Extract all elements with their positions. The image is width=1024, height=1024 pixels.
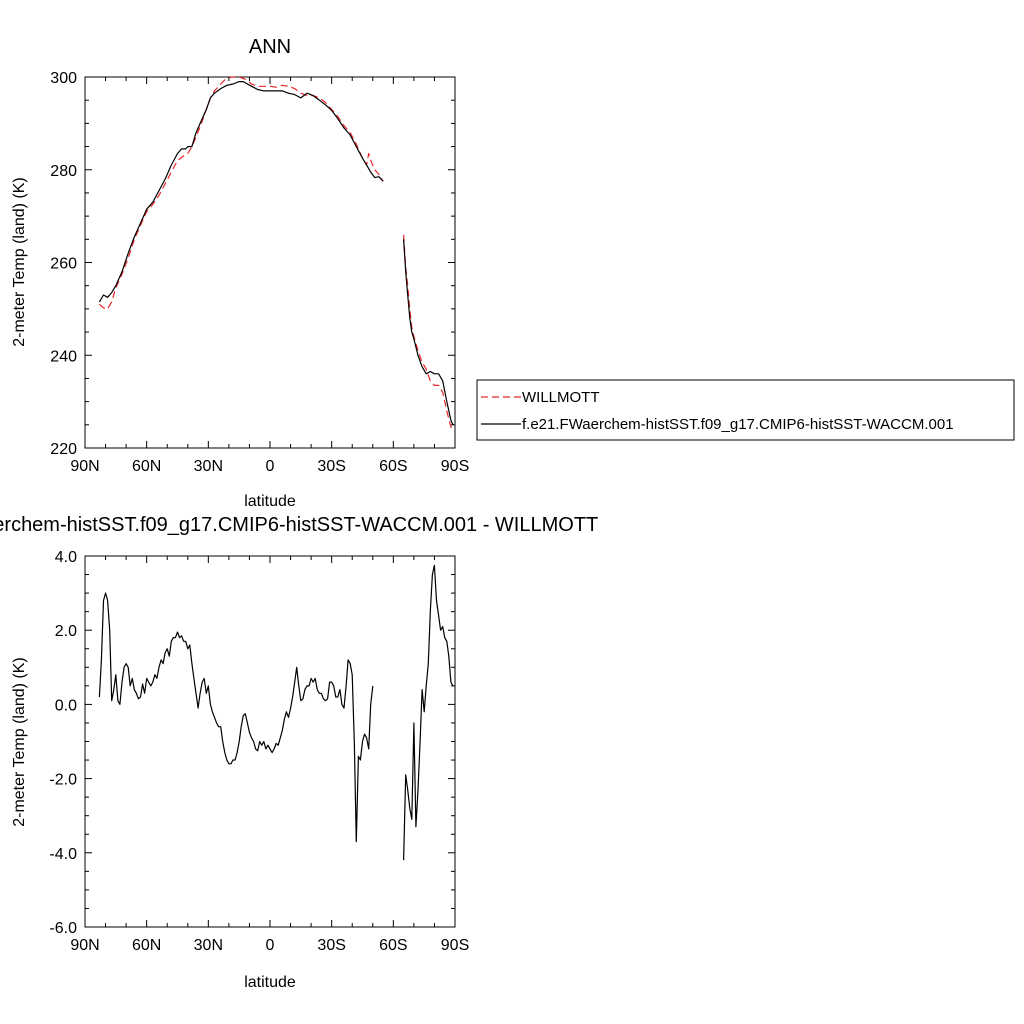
chart-title: ANN [249,36,291,58]
x-tick-label: 30N [194,937,223,954]
y-tick-label: 4.0 [55,549,77,566]
x-tick-label: 30N [194,458,223,475]
series-layer [98,564,454,861]
series-line-model [98,80,384,303]
x-tick-label: 60S [379,937,407,954]
y-tick-label: -6.0 [49,920,77,937]
y-tick-label: 300 [50,70,77,87]
x-axis-label: latitude [244,974,296,991]
y-tick-label: 2.0 [55,623,77,640]
series-line-difference [403,564,454,861]
y-tick-label: 220 [50,441,77,458]
x-tick-label: 60N [132,937,161,954]
legend-label-willmott: WILLMOTT [522,389,600,406]
x-axis-label: latitude [244,493,296,510]
x-tick-label: 90N [70,937,99,954]
x-tick-label: 30S [317,937,345,954]
x-tick-label: 60N [132,458,161,475]
x-tick-label: 90S [441,458,469,475]
series-line-model [403,239,454,426]
x-tick-label: 90S [441,937,469,954]
chart-title: f.e21.FWaerchem-histSST.f09_g17.CMIP6-hi… [0,514,598,536]
series-line-willmott [403,234,453,428]
legend-label-model: f.e21.FWaerchem-histSST.f09_g17.CMIP6-hi… [522,416,954,433]
temperature-panel: ANN 90N 60N 30N 0 30S 60S 90S 220 240 260 280 300 l… [11,36,469,510]
series-layer [98,76,454,428]
x-tick-label: 30S [317,458,345,475]
legend-box [476,379,1015,441]
x-tick-label: 0 [266,937,275,954]
y-tick-label: 240 [50,348,77,365]
tick-layer: 90N 60N 30N 0 30S 60S 90S -6.0 -4.0 -2.0 0.0 2.0 4.0 [49,549,469,954]
tick-layer: 90N 60N 30N 0 30S 60S 90S 220 240 260 280 300 [50,70,469,475]
y-axis-label: 2-meter Temp (land) (K) [11,657,28,827]
y-tick-label: 280 [50,163,77,180]
series-line-willmott [98,76,384,310]
y-tick-label: 0.0 [55,697,77,714]
y-axis-label: 2-meter Temp (land) (K) [11,177,28,347]
y-tick-label: -2.0 [49,772,77,789]
difference-panel: f.e21.FWaerchem-histSST.f09_g17.CMIP6-hi… [0,514,598,991]
series-line-difference [98,592,374,843]
y-tick-label: -4.0 [49,846,77,863]
x-tick-label: 90N [70,458,99,475]
y-tick-label: 260 [50,256,77,273]
x-tick-label: 0 [266,458,275,475]
x-tick-label: 60S [379,458,407,475]
legend: WILLMOTT f.e21.FWaerchem-histSST.f09_g17… [476,379,1015,441]
